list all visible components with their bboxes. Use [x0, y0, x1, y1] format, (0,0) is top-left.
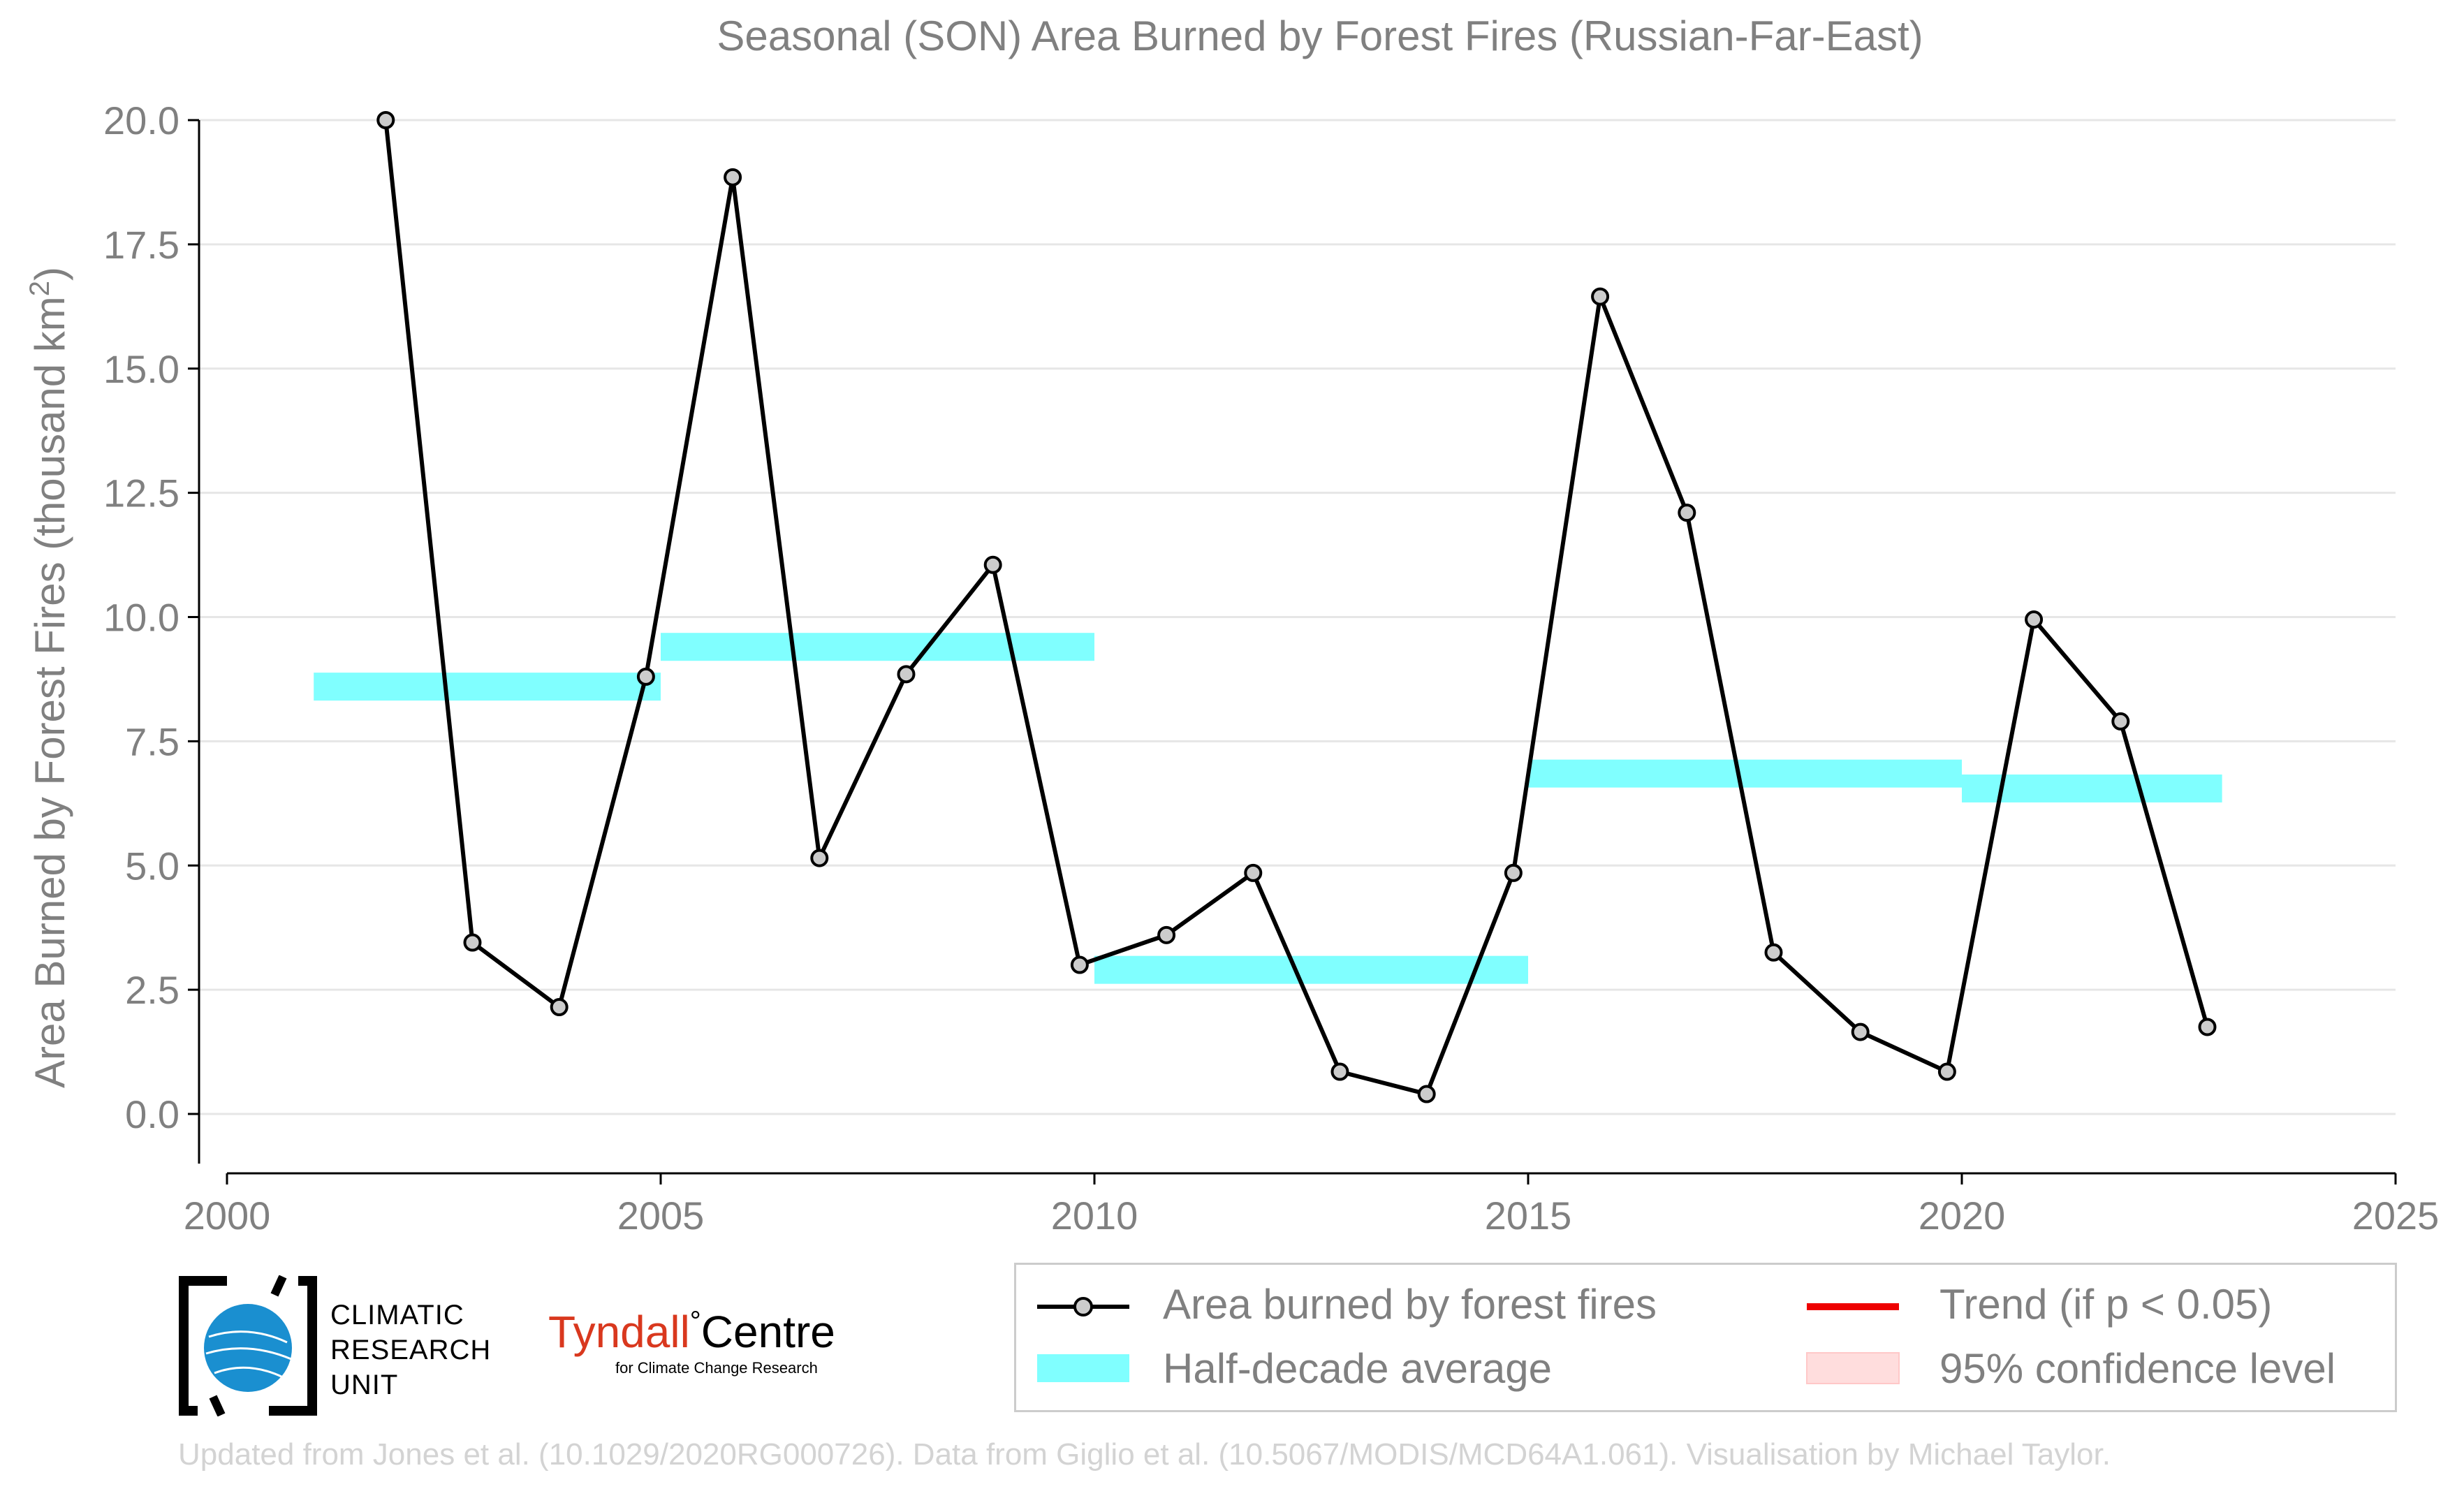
half-decade-average-bands: [314, 633, 2222, 984]
ytick-label-12.5: 12.5: [103, 471, 179, 515]
ytick-label-15.0: 15.0: [103, 347, 179, 391]
data-point-4: [724, 168, 742, 186]
data-point-5: [810, 849, 829, 867]
series-area-burned: [376, 111, 2217, 1103]
half-decade-band-3: [1528, 759, 1962, 788]
axes: [188, 119, 2397, 1184]
y-axis-label: Area Burned by Forest Fires (thousand km…: [24, 267, 73, 1088]
legend-key-trend: [1807, 1303, 1899, 1310]
ytick-label-0.0: 0.0: [125, 1092, 179, 1136]
ytick-label-17.5: 17.5: [103, 223, 179, 267]
xtick-label-2015: 2015: [1485, 1194, 1572, 1238]
credit-line: Updated from Jones et al. (10.1029/2020R…: [178, 1437, 2111, 1472]
ytick-label-5.0: 5.0: [125, 844, 179, 888]
data-point-12: [1417, 1085, 1436, 1103]
data-point-15: [1678, 504, 1696, 522]
data-point-1: [463, 933, 482, 952]
ytick-label-20.0: 20.0: [103, 98, 179, 142]
xtick-label-2025: 2025: [2352, 1194, 2440, 1238]
xtick-label-2005: 2005: [617, 1194, 705, 1238]
data-point-19: [2025, 610, 2044, 629]
data-point-3: [636, 667, 655, 686]
tick-labels: 0.0 2.5 5.0 7.5 10.0 12.5 15.0 17.5 20.0 2000 2005…: [103, 98, 2439, 1238]
ytick-label-2.5: 2.5: [125, 968, 179, 1012]
data-point-9: [1157, 925, 1176, 944]
half-decade-band-0: [314, 673, 661, 701]
legend-label-half-decade: Half-decade average: [1163, 1345, 1553, 1392]
data-point-8: [1070, 955, 1089, 974]
cru-logo-text: CLIMATIC RESEARCH UNIT: [330, 1300, 492, 1400]
chart: Seasonal (SON) Area Burned by Forest Fir…: [24, 13, 2439, 1238]
data-point-10: [1244, 863, 1263, 882]
logos: CLIMATIC RESEARCH UNIT Tyndall°Centre fo…: [178, 1275, 877, 1422]
chart-title: Seasonal (SON) Area Burned by Forest Fir…: [717, 13, 1923, 59]
tyndall-logo: Tyndall°Centre for Climate Change Resear…: [548, 1306, 835, 1377]
ytick-label-7.5: 7.5: [125, 719, 179, 763]
data-point-14: [1591, 287, 1610, 306]
data-point-17: [1851, 1022, 1870, 1041]
data-point-2: [550, 998, 569, 1017]
series-line: [383, 119, 2210, 1096]
xtick-label-2020: 2020: [1919, 1194, 2006, 1238]
data-point-21: [2198, 1018, 2217, 1036]
data-point-18: [1937, 1062, 1956, 1081]
legend-label-confidence: 95% confidence level: [1939, 1345, 2336, 1392]
half-decade-band-2: [1094, 955, 1528, 984]
ytick-label-10.0: 10.0: [103, 596, 179, 640]
data-point-7: [983, 555, 1002, 574]
data-point-16: [1764, 943, 1783, 962]
legend: Area burned by forest fires Trend (if p …: [1014, 1263, 2397, 1412]
legend-key-confidence: [1806, 1352, 1900, 1384]
data-point-0: [376, 111, 395, 129]
cru-logo-icon: [179, 1275, 317, 1416]
legend-label-trend: Trend (if p < 0.05): [1939, 1281, 2273, 1328]
data-point-13: [1504, 863, 1523, 882]
legend-key-half-decade: [1037, 1354, 1129, 1382]
data-point-20: [2111, 712, 2130, 731]
legend-label-area-burned: Area burned by forest fires: [1163, 1281, 1657, 1328]
data-point-6: [897, 665, 916, 684]
legend-key-area-burned: [1037, 1297, 1129, 1316]
xtick-label-2010: 2010: [1051, 1194, 1138, 1238]
data-point-11: [1330, 1062, 1349, 1081]
xtick-label-2000: 2000: [184, 1194, 271, 1238]
half-decade-band-1: [661, 633, 1094, 661]
